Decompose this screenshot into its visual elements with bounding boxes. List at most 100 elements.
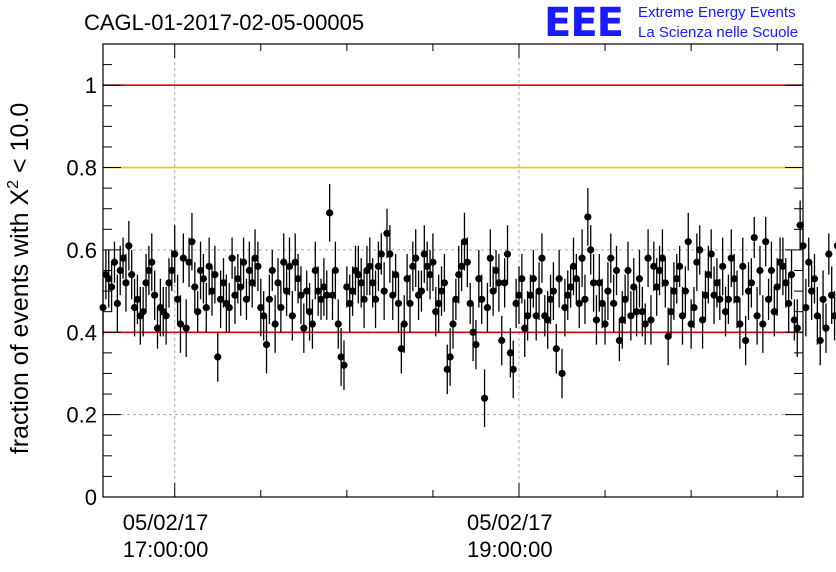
data-marker <box>219 279 228 287</box>
data-point <box>584 188 592 246</box>
data-marker <box>383 229 391 238</box>
data-marker <box>489 287 497 295</box>
data-marker <box>130 303 139 312</box>
data-marker <box>185 258 193 266</box>
data-point <box>119 237 127 279</box>
data-point <box>383 208 391 259</box>
data-marker <box>655 266 664 275</box>
data-marker <box>498 336 506 345</box>
data-marker <box>750 233 758 242</box>
data-point <box>567 266 575 308</box>
data-point <box>483 282 492 333</box>
data-marker <box>412 254 420 262</box>
data-point <box>489 266 497 316</box>
data-point <box>219 258 228 308</box>
data-point <box>601 303 609 345</box>
data-point <box>426 249 434 300</box>
logo-line-2: La Scienza nelle Scuole <box>638 24 799 41</box>
data-marker <box>678 312 687 320</box>
data-marker <box>587 246 595 254</box>
data-point <box>334 299 342 349</box>
data-point <box>721 286 730 337</box>
data-marker <box>618 316 626 324</box>
data-point <box>182 299 190 357</box>
data-point <box>308 299 317 349</box>
data-marker <box>151 291 159 299</box>
data-marker <box>182 324 190 332</box>
data-marker <box>684 238 692 246</box>
grid-layer <box>103 44 803 497</box>
data-marker <box>538 254 546 262</box>
data-marker <box>366 262 374 270</box>
data-point <box>633 286 641 337</box>
data-point <box>228 237 236 279</box>
data-point <box>719 237 727 296</box>
data-marker <box>268 266 276 275</box>
data-point <box>779 237 787 296</box>
data-marker <box>199 275 208 283</box>
data-point <box>188 212 196 271</box>
data-point <box>480 369 489 427</box>
data-point <box>756 245 764 296</box>
data-marker <box>630 283 638 291</box>
data-marker <box>458 262 466 270</box>
data-point <box>472 319 480 370</box>
data-point <box>346 274 354 333</box>
data-marker <box>739 262 747 270</box>
data-point <box>518 254 526 304</box>
data-point <box>409 241 417 292</box>
data-point <box>429 233 437 292</box>
data-marker <box>239 258 248 266</box>
y-tick-label: 0 <box>85 485 97 510</box>
data-point <box>532 291 540 341</box>
data-marker <box>742 336 750 345</box>
data-marker <box>621 295 629 303</box>
data-point <box>139 286 147 337</box>
data-point <box>810 254 819 304</box>
data-marker <box>116 266 124 275</box>
data-marker <box>271 320 279 328</box>
data-marker <box>549 287 558 295</box>
data-point <box>380 262 388 320</box>
data-point <box>630 258 638 316</box>
data-marker <box>202 303 210 312</box>
data-point <box>366 237 374 296</box>
data-point <box>589 254 598 312</box>
data-marker <box>400 320 408 328</box>
data-marker <box>455 271 463 279</box>
data-marker <box>225 303 233 312</box>
data-point <box>676 245 684 287</box>
data-marker <box>288 312 296 320</box>
x-tick-label-time: 19:00:00 <box>467 537 553 562</box>
data-marker <box>262 341 271 349</box>
data-point <box>512 278 520 329</box>
data-marker <box>790 316 798 324</box>
data-point <box>331 241 339 300</box>
data-point <box>403 254 411 304</box>
data-point <box>785 274 793 333</box>
data-marker <box>704 271 712 279</box>
data-marker <box>782 279 790 287</box>
data-point <box>420 225 428 283</box>
data-marker <box>561 303 569 312</box>
data-point <box>242 278 251 320</box>
data-point <box>615 319 623 362</box>
data-point <box>194 291 202 333</box>
data-point <box>744 262 753 320</box>
axis-layer: 00.20.40.60.8105/02/1717:00:0005/02/1719… <box>66 44 803 562</box>
data-point <box>564 270 572 320</box>
data-point <box>214 332 222 382</box>
data-marker <box>681 287 689 295</box>
data-marker <box>188 238 196 246</box>
data-point <box>503 225 512 283</box>
data-marker <box>756 266 764 275</box>
data-marker <box>300 324 308 332</box>
data-marker <box>260 312 268 320</box>
data-point <box>790 299 798 341</box>
data-point <box>305 282 314 341</box>
data-marker <box>785 299 793 308</box>
data-marker <box>242 295 251 303</box>
data-point <box>303 270 311 312</box>
data-marker <box>495 279 503 287</box>
data-point <box>641 303 649 345</box>
